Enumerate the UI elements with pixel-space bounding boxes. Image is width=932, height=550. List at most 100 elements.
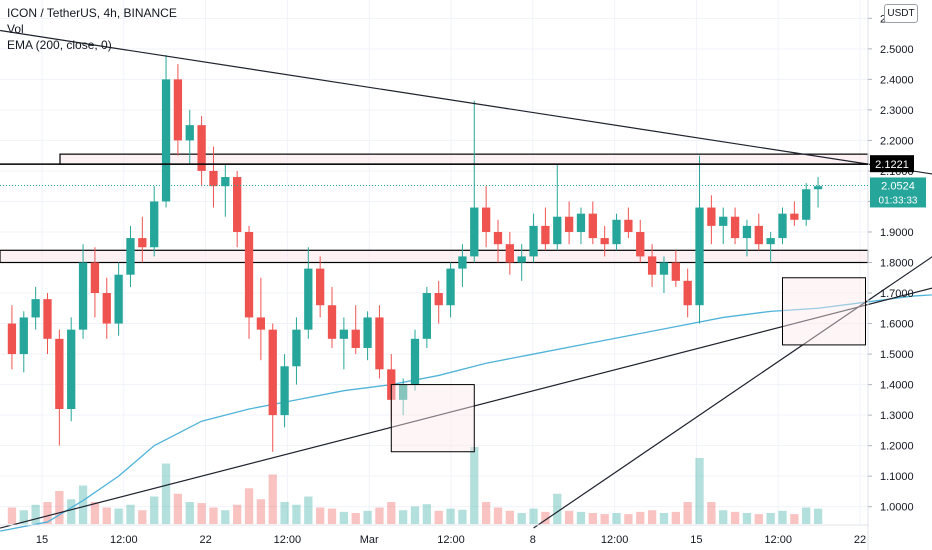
resistance-price-tag <box>870 155 914 173</box>
last-price-tag <box>870 177 926 208</box>
candle-body <box>553 216 562 245</box>
time-tick-label: 12:00 <box>110 534 138 546</box>
volume-bar <box>636 511 645 524</box>
volume-bar <box>197 503 206 524</box>
candle-body <box>363 317 372 348</box>
candle-body <box>43 299 52 339</box>
candle-body <box>624 219 633 232</box>
volume-bar <box>600 514 609 524</box>
volume-bar <box>375 507 384 524</box>
steep-ascending-support <box>533 256 932 529</box>
volume-bar <box>659 513 669 524</box>
price-axis: 2.60002.50002.40002.30002.20002.10002.00… <box>867 0 914 550</box>
candle-body <box>327 305 337 339</box>
candle-body <box>375 317 384 370</box>
countdown-text: 01:33:33 <box>879 195 918 206</box>
volume-bar <box>209 507 218 524</box>
volume-bar <box>138 510 147 524</box>
volume-bar <box>387 502 396 524</box>
ema-200-line <box>0 294 932 532</box>
volume-bar <box>233 504 242 524</box>
volume-bar <box>541 511 550 524</box>
volume-bar <box>244 488 254 524</box>
price-tick-label: 2.5000 <box>880 44 914 56</box>
volume-bar <box>446 508 455 524</box>
currency-badge[interactable]: USDT <box>884 4 918 23</box>
volume-bar <box>517 513 526 524</box>
candle-body <box>481 207 491 232</box>
volume-bar <box>458 509 467 524</box>
candle-body <box>19 317 28 355</box>
volume-bar <box>256 499 266 524</box>
candle-body <box>742 225 752 239</box>
candle-body <box>790 213 799 220</box>
volume-bar <box>766 513 775 524</box>
candle-body <box>256 317 266 330</box>
volume-bar <box>647 510 657 524</box>
volume-bar <box>185 502 194 524</box>
volume-bar <box>730 511 740 524</box>
volume-bar <box>19 510 28 524</box>
volume-bar <box>78 485 88 524</box>
time-tick-label: 12:00 <box>764 534 792 546</box>
volume-bar <box>422 504 432 524</box>
price-tick-label: 2.4000 <box>880 74 914 86</box>
candle-body <box>138 238 147 248</box>
candle-body <box>446 268 455 306</box>
volume-bar <box>173 493 183 524</box>
volume-bar <box>470 447 479 524</box>
time-tick-label: Mar <box>360 534 379 546</box>
volume-bar <box>292 504 301 524</box>
candle-body <box>55 338 64 410</box>
volume-bar <box>576 511 586 524</box>
candle-body <box>398 384 408 400</box>
price-tick-label: 1.0000 <box>880 502 914 514</box>
trendlines <box>0 29 932 529</box>
time-tick-label: 22 <box>854 534 866 546</box>
volume-bar <box>754 514 763 524</box>
symbol-title[interactable]: ICON / TetherUS, 4h, BINANCE <box>7 6 177 20</box>
time-tick-label: 12:00 <box>274 534 302 546</box>
volume-bar <box>351 513 360 524</box>
candle-body <box>197 125 206 171</box>
ema-indicator-label[interactable]: EMA (200, close, 0) <box>7 38 112 52</box>
volume-bar <box>695 458 704 524</box>
candle-body <box>588 213 597 239</box>
candle-body <box>221 177 230 187</box>
candle-body <box>339 329 349 339</box>
volume-bar <box>671 511 680 524</box>
candle-body <box>493 231 503 245</box>
candle-body <box>766 238 775 245</box>
volume-bar <box>778 510 787 524</box>
candle-body <box>730 216 740 239</box>
candlesticks <box>7 54 823 452</box>
price-tick-label: 1.9000 <box>880 227 914 239</box>
volume-bar <box>161 463 171 524</box>
candle-body <box>802 189 811 220</box>
candle-body <box>813 186 823 190</box>
price-tick-label: 2.3000 <box>880 105 914 117</box>
volume-bar <box>126 504 135 524</box>
volume-bar <box>339 511 349 524</box>
volume-bar <box>802 507 811 524</box>
volume-bar <box>221 510 230 524</box>
volume-bar <box>150 496 159 524</box>
volume-bar <box>493 507 503 524</box>
volume-bar <box>410 506 420 524</box>
candle-body <box>67 329 76 410</box>
volume-bar <box>31 504 40 524</box>
volume-bar <box>67 499 76 524</box>
candle-body <box>612 219 621 245</box>
candle-body <box>173 79 183 141</box>
candle-body <box>659 262 669 275</box>
time-tick-label: 22 <box>199 534 211 546</box>
candle-body <box>316 268 325 306</box>
volume-bar <box>719 510 728 524</box>
time-axis: 15 12:00 22 12:00 Mar 12:00 8 12:00 15 12:00 22 <box>0 524 868 546</box>
candle-body <box>292 329 301 367</box>
volume-indicator-label[interactable]: Vol <box>7 22 24 36</box>
price-tick-label: 1.8000 <box>880 258 914 270</box>
ema-line <box>0 294 932 532</box>
candle-body <box>185 125 194 141</box>
